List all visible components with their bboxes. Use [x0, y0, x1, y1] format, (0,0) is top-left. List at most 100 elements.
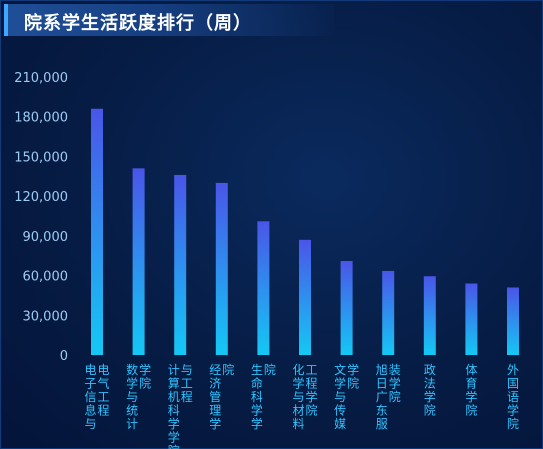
bar[interactable]: [340, 261, 353, 355]
x-tick-char: 学: [292, 376, 304, 391]
x-tick-char: 与: [181, 363, 193, 377]
x-tick-char: 文: [334, 362, 346, 377]
x-tick-char: 信: [84, 390, 96, 404]
x-tick-char: 理: [209, 404, 221, 418]
x-tick-char: 程: [97, 403, 109, 418]
x-tick-char: 学: [389, 376, 401, 391]
x-tick-char: 算: [168, 376, 180, 391]
chart-title: 院系学生活跃度排行（周）: [24, 13, 252, 34]
x-tick-char: 机: [168, 390, 180, 404]
x-tick-char: 传: [334, 403, 346, 418]
x-tick-char: 学: [424, 389, 436, 404]
x-tick-char: 学: [507, 403, 519, 418]
x-tick-char: 科: [168, 404, 180, 418]
x-tick-char: 育: [465, 376, 477, 391]
x-tick-char: 命: [251, 376, 263, 391]
y-axis: 0 30,000 60,000 90,000 120,000 150,000 180,000…: [14, 71, 68, 364]
x-tick-char: 工: [97, 390, 109, 404]
y-tick-label: 30,000: [23, 309, 69, 324]
bar[interactable]: [423, 276, 436, 355]
x-tick-char: 化: [292, 363, 304, 377]
y-tick-label: 210,000: [14, 71, 68, 86]
x-tick-char: 广: [376, 390, 388, 404]
x-tick-char: 院: [305, 404, 317, 418]
x-tick-char: 装: [389, 363, 401, 377]
x-tick-char: 学: [209, 416, 221, 431]
x-tick-char: 院: [347, 377, 359, 391]
x-tick-char: 电: [97, 363, 109, 377]
x-tick-char: 工: [181, 377, 193, 391]
x-tick-char: 数: [126, 362, 138, 377]
x-tick-char: 电: [84, 363, 96, 377]
x-axis: 电子信息与电气工程数学与统计学院计算机科学学院与工程经济管理学院生命科学学院化学…: [84, 362, 519, 449]
x-tick-char: 济: [209, 376, 221, 391]
x-tick-char: 料: [292, 417, 304, 431]
x-tick-char: 日: [376, 377, 388, 391]
bar[interactable]: [132, 168, 145, 355]
x-tick-char: 与: [84, 417, 96, 431]
x-tick-char: 外: [507, 363, 519, 377]
x-tick-char: 气: [97, 376, 109, 391]
x-tick-char: 学: [168, 416, 180, 431]
y-tick-label: 120,000: [14, 190, 68, 205]
x-tick-char: 学: [334, 376, 346, 391]
x-tick-char: 经: [209, 363, 221, 377]
x-tick-char: 子: [84, 377, 96, 391]
x-tick-char: 法: [424, 377, 436, 391]
x-tick-char: 程: [181, 389, 193, 404]
x-tick-char: 政: [424, 363, 436, 377]
bar[interactable]: [257, 221, 270, 355]
title-accent: [4, 4, 8, 36]
x-tick-char: 服: [376, 417, 388, 431]
x-tick-char: 院: [264, 363, 276, 377]
x-tick-char: 旭: [376, 363, 388, 377]
x-tick-char: 与: [334, 390, 346, 404]
x-tick-char: 息: [84, 403, 96, 418]
x-tick-char: 国: [507, 377, 519, 391]
x-tick-char: 院: [465, 404, 477, 418]
bar[interactable]: [91, 108, 103, 356]
bar[interactable]: [299, 239, 311, 355]
x-tick-char: 计: [168, 363, 180, 377]
x-tick-char: 学: [139, 362, 151, 377]
bar[interactable]: [465, 283, 478, 355]
y-tick-label: 150,000: [14, 150, 68, 165]
y-tick-label: 60,000: [23, 270, 69, 285]
x-tick-char: 学: [251, 403, 263, 418]
x-tick-char: 媒: [334, 417, 346, 431]
x-tick-char: 体: [465, 363, 477, 377]
x-tick-char: 生: [251, 363, 263, 377]
x-tick-char: 与: [292, 390, 304, 404]
x-tick-char: 学: [305, 389, 317, 404]
y-tick-label: 0: [60, 349, 68, 364]
x-tick-char: 院: [389, 390, 401, 404]
x-tick-char: 学: [465, 389, 477, 404]
bar[interactable]: [215, 182, 228, 355]
bar[interactable]: [382, 270, 395, 355]
x-tick-char: 管: [209, 389, 221, 404]
x-tick-char: 统: [126, 404, 138, 418]
y-tick-label: 90,000: [23, 230, 69, 245]
x-tick-char: 工: [305, 363, 317, 377]
x-tick-label: 计算机科学学院 与工程: [168, 363, 193, 449]
x-tick-char: 院: [507, 417, 519, 431]
x-tick-char: 院: [222, 363, 234, 377]
x-tick-char: 与: [126, 390, 138, 404]
x-tick-char: 院: [139, 377, 151, 391]
x-tick-char: 学: [251, 416, 263, 431]
x-tick-char: 科: [251, 390, 263, 404]
bar[interactable]: [507, 287, 519, 355]
bars-group: [91, 108, 519, 356]
x-tick-char: 学: [168, 430, 180, 445]
bar[interactable]: [174, 174, 187, 355]
